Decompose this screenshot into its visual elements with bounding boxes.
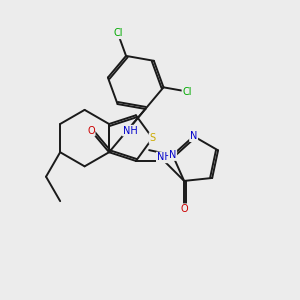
- Text: NH: NH: [123, 126, 138, 136]
- Text: N: N: [169, 150, 176, 160]
- Text: Cl: Cl: [113, 28, 123, 38]
- Text: S: S: [149, 133, 156, 143]
- Text: O: O: [180, 204, 188, 214]
- Text: NH: NH: [157, 152, 172, 162]
- Text: Cl: Cl: [182, 86, 192, 97]
- Text: O: O: [87, 126, 95, 136]
- Text: N: N: [190, 131, 197, 141]
